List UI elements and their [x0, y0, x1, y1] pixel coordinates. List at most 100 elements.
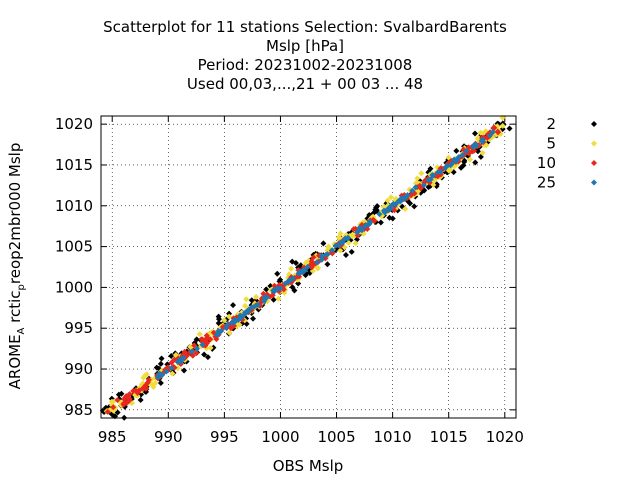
data-point: [437, 165, 444, 172]
data-point: [226, 329, 233, 336]
data-point: [134, 389, 141, 396]
data-point: [299, 267, 306, 274]
legend-label: 5: [546, 135, 556, 153]
data-point: [180, 354, 187, 361]
data-point: [223, 324, 230, 331]
legend-marker: [591, 179, 597, 186]
data-point: [253, 293, 260, 300]
data-point: [243, 296, 250, 303]
data-point: [506, 125, 513, 132]
data-point: [453, 147, 460, 154]
data-point: [304, 263, 311, 270]
data-point: [250, 315, 257, 322]
data-point: [189, 352, 196, 359]
data-point: [411, 203, 418, 210]
x-tick-label: 1010: [374, 428, 412, 446]
data-point: [163, 368, 170, 375]
data-point: [275, 295, 282, 302]
data-point: [332, 242, 339, 249]
y-tick-label: 995: [64, 319, 93, 337]
data-point: [342, 252, 349, 259]
data-point: [344, 234, 351, 241]
data-point: [474, 135, 481, 142]
data-point: [322, 251, 329, 258]
data-point: [388, 194, 395, 201]
data-point: [495, 129, 502, 136]
x-tick-label: 1020: [486, 428, 524, 446]
y-tick-label: 1005: [55, 238, 93, 256]
data-point: [207, 344, 214, 351]
y-axis-label-end: reop2mbr000 Mslp: [6, 143, 24, 284]
data-point: [291, 287, 298, 294]
data-point: [371, 217, 378, 224]
data-point: [263, 286, 270, 293]
chart-title-line3: Period: 20231002-20231008: [198, 56, 413, 74]
data-point: [277, 276, 284, 283]
data-point: [140, 374, 147, 381]
data-point: [271, 288, 278, 295]
data-point: [352, 240, 359, 247]
data-point: [420, 182, 427, 189]
data-point: [489, 129, 496, 136]
data-point: [110, 398, 117, 405]
data-point: [157, 380, 164, 387]
data-point: [409, 187, 416, 194]
data-point: [226, 313, 233, 320]
data-point: [324, 261, 331, 268]
data-point: [418, 170, 425, 177]
data-point: [221, 317, 228, 324]
data-point: [120, 401, 127, 408]
data-point: [232, 316, 239, 323]
y-axis-label-mid: rctic: [6, 290, 24, 327]
data-point: [168, 352, 175, 359]
data-point: [118, 390, 125, 397]
x-tick-label: 985: [98, 428, 127, 446]
data-point: [471, 130, 478, 137]
data-point: [169, 370, 176, 377]
chart-title-line4: Used 00,03,...,21 + 00 03 ... 48: [187, 75, 423, 93]
data-point: [295, 280, 302, 287]
data-point: [244, 307, 251, 314]
data-point: [124, 393, 131, 400]
data-point: [477, 129, 484, 136]
data-point: [314, 259, 321, 266]
data-point: [137, 396, 144, 403]
data-point: [335, 234, 342, 241]
data-point: [318, 253, 325, 260]
data-point: [389, 215, 396, 222]
data-point: [337, 239, 344, 246]
data-point: [238, 313, 245, 320]
data-point: [337, 247, 344, 254]
data-point: [466, 156, 473, 163]
data-point: [403, 193, 410, 200]
data-point: [479, 138, 486, 145]
data-point: [455, 154, 462, 161]
y-axis-label-main: AROME: [6, 334, 24, 389]
x-axis-label: OBS Mslp: [273, 457, 344, 475]
x-tick-label: 1015: [430, 428, 468, 446]
data-point: [144, 379, 151, 386]
data-point: [427, 176, 434, 183]
x-tick-label: 990: [154, 428, 183, 446]
data-point: [277, 285, 284, 292]
data-point: [203, 332, 210, 339]
data-point: [479, 149, 486, 156]
data-point: [380, 207, 387, 214]
legend-label: 25: [537, 174, 556, 192]
y-tick-label: 985: [64, 401, 93, 419]
data-point: [289, 258, 296, 265]
data-point: [194, 345, 201, 352]
y-axis-label-sub1: A: [16, 327, 27, 334]
legend-marker: [591, 121, 597, 127]
data-point: [499, 122, 506, 129]
data-point: [196, 331, 203, 338]
points-layer: [99, 114, 513, 421]
data-point: [384, 197, 391, 204]
data-point: [274, 270, 281, 277]
data-point: [253, 297, 260, 304]
data-point: [262, 295, 269, 302]
data-point: [310, 254, 317, 261]
data-point: [199, 338, 206, 345]
chart-title-line1: Scatterplot for 11 stations Selection: S…: [103, 18, 507, 36]
